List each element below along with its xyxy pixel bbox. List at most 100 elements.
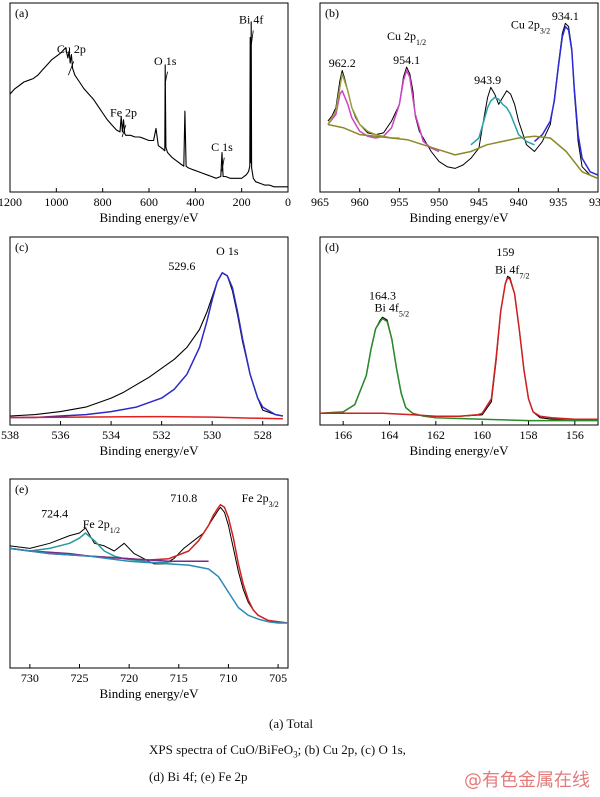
- annotation-label: Fe 2p: [110, 105, 137, 119]
- annotation-label: Fe 2p3/2: [242, 491, 279, 509]
- series-line-5: [10, 547, 288, 624]
- annotation-label: 962.2: [329, 56, 356, 70]
- x-tick-label: 400: [186, 195, 204, 209]
- series-line-2: [10, 272, 284, 419]
- annotation-label: 164.3: [369, 289, 396, 303]
- series-line-2: [10, 503, 288, 624]
- x-tick-label: 945: [470, 195, 488, 209]
- annotation-label: 954.1: [393, 53, 420, 67]
- annotation-label: Bi 4f5/2: [375, 300, 410, 318]
- plot-area: [10, 21, 288, 188]
- series-line-1: [320, 275, 598, 420]
- annotation-label: Bi 4f: [239, 13, 263, 27]
- plot-frame: [9, 478, 289, 669]
- x-axis-label: Binding energy/eV: [99, 686, 199, 701]
- x-tick-label: 935: [549, 195, 567, 209]
- plot-area: [10, 272, 284, 420]
- x-tick-label: 715: [170, 671, 188, 685]
- annotation-pointer: [251, 30, 254, 45]
- caption-line-2: XPS spectra of CuO/BiFeO3; (b) Cu 2p, (c…: [149, 742, 406, 760]
- x-tick-label: 940: [510, 195, 528, 209]
- x-tick-label: 725: [71, 671, 89, 685]
- x-tick-label: 930: [589, 195, 600, 209]
- caption-line-3: (d) Bi 4f; (e) Fe 2p: [149, 769, 248, 784]
- annotation-pointer: [121, 124, 127, 138]
- x-tick-label: 730: [21, 671, 39, 685]
- series-line-3: [320, 277, 598, 420]
- x-tick-label: 162: [427, 428, 445, 442]
- annotation-label: 159: [496, 245, 514, 259]
- plot-area: [320, 275, 598, 422]
- watermark-text: @有色金属在线: [464, 770, 590, 791]
- plot-area: [10, 503, 288, 624]
- x-tick-label: 965: [311, 195, 329, 209]
- x-tick-label: 156: [566, 428, 584, 442]
- x-axis-label: Binding energy/eV: [99, 443, 199, 458]
- plot-frame: [319, 236, 599, 426]
- annotation-label: Bi 4f7/2: [495, 262, 530, 280]
- panel-label: (d): [325, 240, 339, 254]
- x-tick-label: 536: [52, 428, 70, 442]
- series-line-4: [10, 547, 209, 563]
- x-axis-label: Binding energy/eV: [99, 210, 199, 225]
- panel-label: (a): [15, 6, 28, 20]
- series-line-1: [10, 506, 288, 624]
- panel-b: 965 960 955 950 945 940 935 930 Binding energy/e…: [311, 2, 600, 225]
- panel-d: 166 164 162 160 158 156 Binding energy/eV (d) 16…: [319, 236, 599, 458]
- panel-label: (c): [15, 240, 28, 254]
- annotation-label: 710.8: [170, 491, 197, 505]
- annotation-label: C 1s: [211, 140, 233, 154]
- x-tick-label: 710: [219, 671, 237, 685]
- series-line-4: [327, 73, 400, 139]
- x-tick-label: 720: [120, 671, 138, 685]
- annotation-label: Cu 2p: [57, 42, 86, 56]
- x-tick-label: 0: [285, 195, 291, 209]
- annotation-label: Cu 2p1/2: [387, 29, 426, 47]
- caption-line-1: (a) Total: [269, 716, 313, 731]
- panel-a: 1200 1000 800 600 400 200 0 Binding energy/eV (a…: [0, 2, 291, 225]
- series-line-3: [10, 415, 283, 420]
- plot-area: [327, 22, 598, 180]
- x-tick-label: 705: [269, 671, 287, 685]
- panel-label: (e): [15, 482, 28, 496]
- x-tick-label: 200: [233, 195, 251, 209]
- annotation-pointer: [221, 157, 225, 172]
- annotation-pointer: [68, 61, 75, 76]
- x-axis-label: Binding energy/eV: [409, 443, 509, 458]
- series-line-5: [470, 96, 535, 146]
- annotation-label: 529.6: [168, 259, 195, 273]
- annotation-label: O 1s: [154, 54, 177, 68]
- plot-frame: [9, 236, 289, 426]
- panel-label: (b): [325, 6, 339, 20]
- annotation-label: 934.1: [552, 9, 579, 23]
- series-line-2: [320, 317, 598, 422]
- x-tick-label: 534: [102, 428, 120, 442]
- x-tick-label: 166: [334, 428, 352, 442]
- annotation-label: O 1s: [216, 244, 239, 258]
- x-tick-label: 538: [1, 428, 19, 442]
- panel-e: 730 725 720 715 710 705 Binding energy/eV (e) 72…: [9, 478, 289, 701]
- plot-frame: [9, 2, 289, 193]
- series-line-1: [10, 21, 288, 188]
- annotation-label: Cu 2p3/2: [511, 17, 550, 35]
- x-tick-label: 164: [381, 428, 399, 442]
- annotation-label: 943.9: [474, 73, 501, 87]
- x-tick-label: 800: [94, 195, 112, 209]
- x-axis-label: Binding energy/eV: [409, 210, 509, 225]
- series-line-6: [327, 123, 598, 180]
- x-tick-label: 530: [203, 428, 221, 442]
- annotation-label: Fe 2p1/2: [83, 517, 120, 535]
- x-tick-label: 158: [520, 428, 538, 442]
- x-tick-label: 532: [153, 428, 171, 442]
- x-tick-label: 600: [140, 195, 158, 209]
- x-tick-label: 950: [430, 195, 448, 209]
- x-tick-label: 160: [473, 428, 491, 442]
- series-line-3: [10, 532, 174, 564]
- panel-c: 538 536 534 532 530 528 Binding energy/eV (c) 52…: [1, 236, 289, 458]
- x-tick-label: 1200: [0, 195, 22, 209]
- x-tick-label: 1000: [44, 195, 68, 209]
- annotation-pointer: [164, 71, 168, 86]
- series-line-1: [327, 22, 598, 179]
- annotation-label: 724.4: [41, 507, 68, 521]
